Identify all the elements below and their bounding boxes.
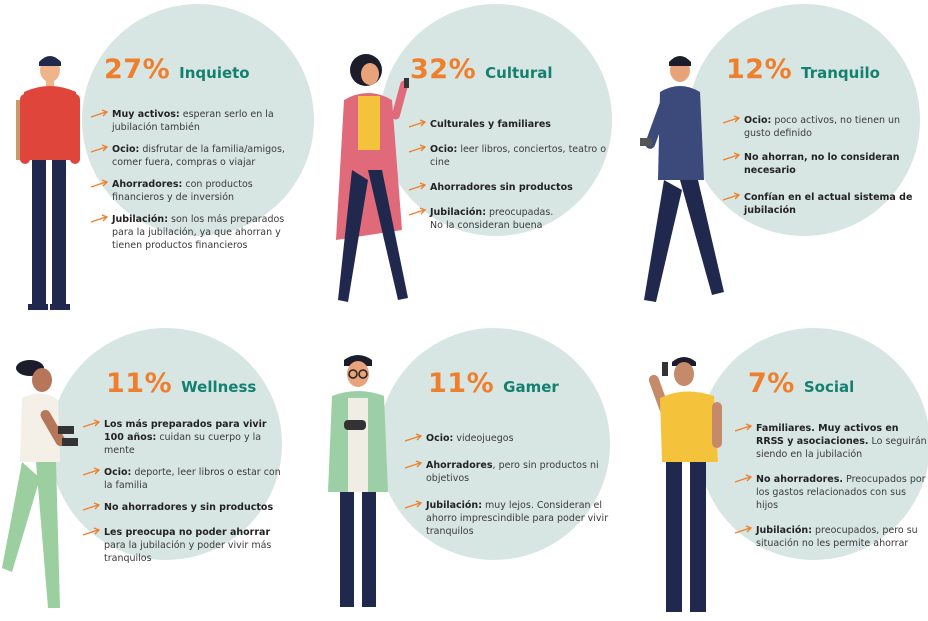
arrow-icon (90, 179, 109, 188)
profile-name: Gamer (503, 378, 559, 396)
profile-item: Ocio: disfrutar de la familia/amigos, co… (90, 143, 290, 169)
arrow-icon (404, 500, 423, 509)
profile-items: Ocio: videojuegos Ahorradores, pero sin … (404, 432, 612, 547)
arrow-icon (404, 460, 423, 469)
profile-circle (380, 4, 612, 236)
arrow-icon (408, 182, 427, 191)
profile-heading: 32% Cultural (410, 54, 552, 85)
profile-item: Ahorradores, pero sin productos ni objet… (404, 459, 612, 485)
profile-item: Ocio: deporte, leer libros o estar con l… (82, 466, 288, 492)
arrow-icon (82, 419, 101, 428)
arrow-icon (82, 502, 101, 511)
profile-panel-inquieto: 27% Inquieto Muy activos: esperan serlo … (10, 4, 320, 310)
profile-heading: 11% Gamer (428, 368, 559, 399)
profile-item: No ahorradores y sin productos (82, 501, 288, 514)
profile-name: Wellness (181, 378, 257, 396)
person-illustration (640, 56, 724, 302)
profile-item: Ahorradores: con productos financieros y… (90, 178, 290, 204)
arrow-icon (90, 109, 109, 118)
profile-name: Cultural (485, 64, 553, 82)
profile-heading: 12% Tranquilo (726, 54, 880, 85)
profile-heading: 11% Wellness (106, 368, 256, 399)
profile-panel-social: 7% Social Familiares. Muy activos en RRS… (618, 318, 928, 618)
profile-items: Familiares. Muy activos en RRSS y asocia… (734, 422, 928, 559)
profile-circle (50, 328, 282, 560)
profile-circle (378, 328, 610, 560)
profile-heading: 7% Social (748, 368, 854, 399)
profile-item: Muy activos: esperan serlo en la jubilac… (90, 108, 290, 134)
profile-percentage: 27% (104, 54, 171, 85)
profile-name: Tranquilo (801, 64, 880, 82)
profile-item: Ocio: poco activos, no tienen un gusto d… (722, 114, 926, 140)
profile-item: Ocio: leer libros, conciertos, teatro o … (408, 143, 608, 169)
arrow-icon (408, 207, 427, 216)
profile-circle (698, 328, 928, 560)
profile-items: Los más preparados para vivir 100 años: … (82, 418, 288, 574)
profile-item: Culturales y familiares (408, 118, 608, 131)
person-illustration (328, 355, 388, 607)
person-illustration (2, 360, 78, 608)
profile-percentage: 11% (106, 368, 173, 399)
profile-heading: 27% Inquieto (104, 54, 250, 85)
profile-item: No ahorran, no lo consideran necesario (722, 151, 926, 177)
person-illustration (336, 54, 409, 302)
profile-item: Los más preparados para vivir 100 años: … (82, 418, 288, 457)
profile-item: Jubilación: preocupados, pero su situaci… (734, 524, 928, 550)
profile-items: Culturales y familiares Ocio: leer libro… (408, 118, 608, 241)
profile-item: Confían en el actual sistema de jubilaci… (722, 191, 926, 217)
arrow-icon (90, 214, 109, 223)
profile-percentage: 12% (726, 54, 793, 85)
profile-percentage: 7% (748, 368, 795, 399)
profile-name: Inquieto (179, 64, 250, 82)
arrow-icon (90, 144, 109, 153)
profile-panel-gamer: 11% Gamer Ocio: videojuegos Ahorradores,… (318, 318, 628, 618)
profile-panel-wellness: 11% Wellness Los más preparados para viv… (0, 318, 310, 618)
arrow-icon (734, 525, 753, 534)
arrow-icon (734, 474, 753, 483)
profile-item: Familiares. Muy activos en RRSS y asocia… (734, 422, 928, 461)
profile-item: Les preocupa no poder ahorrar para la ju… (82, 526, 288, 565)
arrow-icon (404, 433, 423, 442)
arrow-icon (408, 119, 427, 128)
arrow-icon (722, 192, 741, 201)
arrow-icon (82, 527, 101, 536)
arrow-icon (734, 423, 753, 432)
profile-panel-cultural: 32% Cultural Culturales y familiares Oci… (318, 4, 628, 304)
profile-percentage: 32% (410, 54, 477, 85)
profile-items: Muy activos: esperan serlo en la jubilac… (90, 108, 290, 261)
profile-item: No ahorradores. Preocupados por los gast… (734, 473, 928, 512)
person-illustration (648, 357, 722, 612)
arrow-icon (82, 467, 101, 476)
profile-item: Ocio: videojuegos (404, 432, 612, 445)
arrow-icon (722, 152, 741, 161)
person-illustration (16, 56, 80, 310)
profile-percentage: 11% (428, 368, 495, 399)
profile-panel-tranquilo: 12% Tranquilo Ocio: poco activos, no tie… (618, 4, 928, 304)
profile-item: Jubilación: preocupadas. No la considera… (408, 206, 558, 232)
profile-circle (688, 4, 920, 236)
profile-item: Ahorradores sin productos (408, 181, 608, 194)
arrow-icon (408, 144, 427, 153)
profile-item: Jubilación: muy lejos. Consideran el aho… (404, 499, 612, 538)
profile-item: Jubilación: son los más preparados para … (90, 213, 290, 252)
profile-circle (82, 4, 314, 236)
arrow-icon (722, 115, 741, 124)
profile-name: Social (803, 378, 855, 396)
profile-items: Ocio: poco activos, no tienen un gusto d… (722, 114, 926, 226)
